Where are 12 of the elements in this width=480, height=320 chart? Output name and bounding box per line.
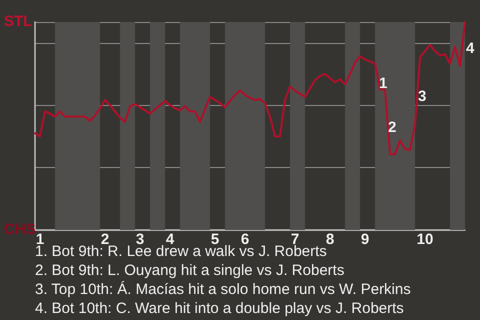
x-tick-label: 10	[416, 231, 434, 248]
text: 2. Bot 9th: L. Ouyang hit a single vs J. Roberts	[35, 262, 344, 279]
x-tick-label: 8	[326, 231, 334, 248]
text: 3. Top 10th: Á. Macías hit a solo home run vs W. Perkins	[35, 280, 411, 298]
annotation: 1	[379, 75, 388, 92]
text: 4. Bot 10th: C. Ware hit into a double play vs J. Roberts	[35, 300, 404, 317]
annotation: 3	[418, 88, 426, 105]
annotation: 2	[388, 119, 396, 136]
text: 4	[466, 40, 475, 57]
x-tick-label: 9	[360, 231, 370, 248]
text: STL	[4, 13, 32, 30]
annotation: CHS	[4, 221, 36, 238]
